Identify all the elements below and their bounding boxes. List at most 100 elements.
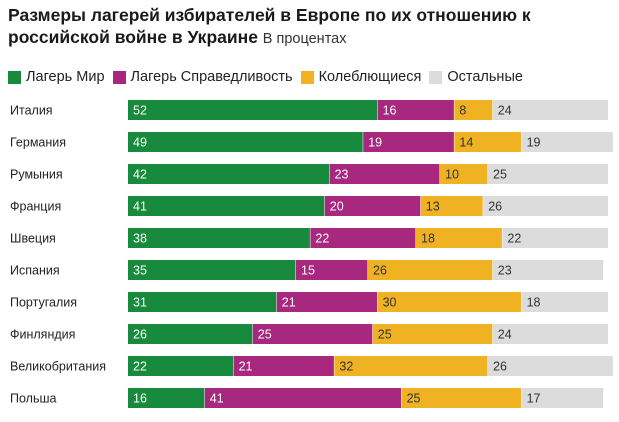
- value-label-peace: 26: [133, 328, 147, 342]
- bar-segment-justice: [324, 196, 421, 216]
- bar-segment-others: [521, 132, 613, 152]
- bar-segment-justice: [363, 132, 455, 152]
- value-label-justice: 23: [335, 168, 349, 182]
- legend-label-undecided: Колеблющиеся: [318, 69, 422, 85]
- value-label-others: 18: [527, 296, 541, 310]
- bar-row: Финляндия 26 25 25 24: [10, 324, 608, 344]
- bar-segment-peace: [128, 196, 325, 216]
- value-label-peace: 16: [133, 392, 147, 406]
- bar-row: Германия 49 19 14 19: [10, 132, 613, 152]
- value-label-undecided: 32: [339, 360, 353, 374]
- bar-row: Португалия 31 21 30 18: [10, 292, 608, 312]
- bar-segment-peace: [128, 164, 330, 184]
- value-label-others: 17: [527, 392, 541, 406]
- value-label-undecided: 26: [373, 264, 387, 278]
- value-label-justice: 41: [210, 392, 224, 406]
- legend-item-others: Остальные: [429, 69, 523, 85]
- bar-segment-undecided: [377, 292, 522, 312]
- bar-row: Испания 35 15 26 23: [10, 260, 604, 280]
- value-label-undecided: 14: [459, 136, 473, 150]
- value-label-undecided: 30: [383, 296, 397, 310]
- bar-segment-justice: [276, 292, 378, 312]
- chart-title-main: Размеры лагерей избирателей в Европе по …: [8, 5, 531, 47]
- bar-segment-peace: [128, 100, 378, 120]
- value-label-undecided: 13: [426, 200, 440, 214]
- bar-segment-undecided: [334, 356, 488, 376]
- value-label-undecided: 8: [459, 104, 466, 118]
- bar-segment-peace: [128, 356, 234, 376]
- value-label-justice: 16: [383, 104, 397, 118]
- value-label-others: 26: [493, 360, 507, 374]
- value-label-undecided: 25: [407, 392, 421, 406]
- value-label-justice: 20: [330, 200, 344, 214]
- value-label-others: 19: [527, 136, 541, 150]
- value-label-others: 26: [488, 200, 502, 214]
- bar-segment-undecided: [368, 260, 493, 280]
- bar-segment-justice: [233, 356, 335, 376]
- category-label: Румыния: [10, 168, 63, 182]
- category-label: Великобритания: [10, 360, 106, 374]
- bar-segment-others: [492, 324, 608, 344]
- bar-segment-justice: [310, 228, 416, 248]
- bar-segment-others: [492, 100, 608, 120]
- bar-segment-undecided: [454, 100, 493, 120]
- bar-row: Италия 52 16 8 24: [10, 100, 608, 120]
- bar-segment-others: [521, 292, 608, 312]
- legend-item-undecided: Колеблющиеся: [300, 69, 422, 85]
- value-label-undecided: 10: [445, 168, 459, 182]
- bar-segment-undecided: [440, 164, 488, 184]
- category-label: Италия: [10, 104, 53, 118]
- value-label-peace: 41: [133, 200, 147, 214]
- category-label: Франция: [10, 200, 61, 214]
- legend-item-peace: Лагерь Мир: [8, 69, 105, 85]
- value-label-justice: 25: [258, 328, 272, 342]
- bar-segment-others: [492, 260, 604, 280]
- bar-row: Румыния 42 23 10 25: [10, 164, 608, 184]
- bar-segment-peace: [128, 324, 253, 344]
- bar-row: Франция 41 20 13 26: [10, 196, 608, 216]
- bar-row: Великобритания 22 21 32 26: [10, 356, 613, 376]
- bar-segment-undecided: [372, 324, 493, 344]
- value-label-undecided: 25: [378, 328, 392, 342]
- bar-segment-others: [488, 164, 608, 184]
- bar-segment-justice: [329, 164, 440, 184]
- category-label: Швеция: [10, 232, 56, 246]
- value-label-justice: 19: [368, 136, 382, 150]
- bar-segment-others: [483, 196, 608, 216]
- stacked-bar-chart: Италия 52 16 8 24 Германия 49 19 14 19 Румыния 42 23…: [10, 100, 613, 408]
- value-label-others: 25: [493, 168, 507, 182]
- legend-item-justice: Лагерь Справедливость: [112, 69, 293, 85]
- bar-segment-justice: [296, 260, 368, 280]
- value-label-justice: 21: [239, 360, 253, 374]
- value-label-justice: 22: [315, 232, 329, 246]
- bar-segment-undecided: [454, 132, 522, 152]
- bar-row: Польша 16 41 25 17: [10, 388, 604, 408]
- bar-segment-peace: [128, 292, 277, 312]
- legend-label-peace: Лагерь Мир: [26, 69, 105, 85]
- value-label-peace: 35: [133, 264, 147, 278]
- category-label: Испания: [10, 264, 60, 278]
- bar-segment-justice: [252, 324, 373, 344]
- chart-legend: Лагерь Мир Лагерь Справедливость Колеблющи…: [8, 67, 531, 87]
- value-label-justice: 21: [282, 296, 296, 310]
- category-label: Португалия: [10, 296, 77, 310]
- bar-segment-peace: [128, 228, 311, 248]
- value-label-peace: 22: [133, 360, 147, 374]
- value-label-others: 24: [498, 104, 512, 118]
- bar-segment-others: [521, 388, 604, 408]
- bar-segment-justice: [204, 388, 402, 408]
- value-label-peace: 49: [133, 136, 147, 150]
- legend-swatch-undecided: [300, 70, 314, 84]
- value-label-peace: 52: [133, 104, 147, 118]
- bar-segment-others: [488, 356, 613, 376]
- value-label-others: 22: [507, 232, 521, 246]
- legend-label-others: Остальные: [447, 69, 523, 85]
- bar-segment-peace: [128, 388, 205, 408]
- category-label: Финляндия: [10, 328, 75, 342]
- value-label-peace: 42: [133, 168, 147, 182]
- bar-segment-peace: [128, 260, 296, 280]
- bar-segment-undecided: [416, 228, 503, 248]
- bar-row: Швеция 38 22 18 22: [10, 228, 608, 248]
- value-label-undecided: 18: [421, 232, 435, 246]
- bar-segment-others: [502, 228, 608, 248]
